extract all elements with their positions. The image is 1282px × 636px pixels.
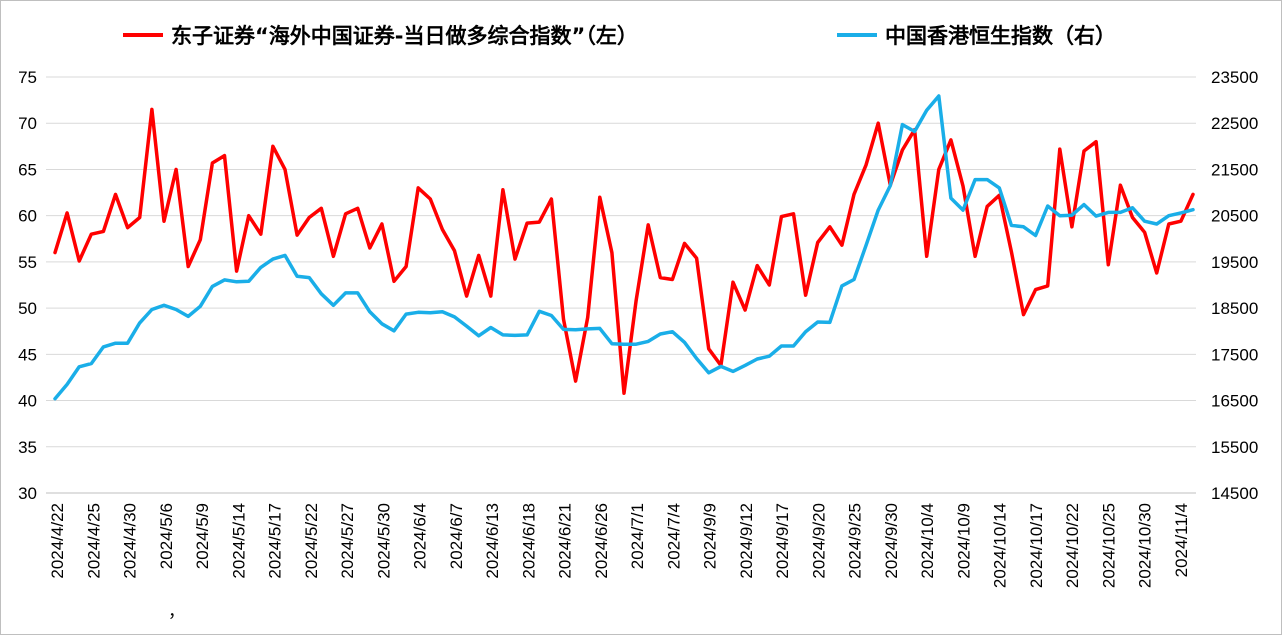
y-left-tick-label: 70 [18, 114, 37, 133]
x-tick-label: 2024/9/12 [737, 503, 756, 579]
x-tick-label: 2024/6/4 [411, 503, 430, 569]
x-tick-label: 2024/10/30 [1136, 503, 1155, 588]
x-tick-label: 2024/10/22 [1063, 503, 1082, 588]
x-tick-label: 2024/9/9 [701, 503, 720, 569]
x-tick-label: 2024/6/7 [447, 503, 466, 569]
x-tick-label: 2024/5/14 [229, 503, 248, 579]
y-left-tick-label: 45 [18, 345, 37, 364]
legend-label-hsi: 中国香港恒生指数（右） [885, 24, 1116, 48]
y-right-tick-label: 14500 [1211, 484, 1258, 503]
y-left-tick-label: 60 [18, 207, 37, 226]
y-right-tick-label: 22500 [1211, 114, 1258, 133]
left-axis: 30 35 40 45 50 55 60 65 70 75 [18, 68, 37, 503]
y-right-tick-label: 18500 [1211, 299, 1258, 318]
y-right-tick-label: 16500 [1211, 392, 1258, 411]
x-tick-label: 2024/10/17 [1027, 503, 1046, 588]
x-tick-label: 2024/10/9 [954, 503, 973, 579]
x-tick-label: 2024/5/27 [338, 503, 357, 579]
y-left-tick-label: 40 [18, 392, 37, 411]
legend-label-index: 东子证券“海外中国证券-当日做多综合指数”（左） [171, 24, 638, 48]
y-left-tick-label: 35 [18, 438, 37, 457]
y-right-tick-label: 23500 [1211, 68, 1258, 87]
x-tick-label: 2024/9/20 [809, 503, 828, 579]
x-tick-label: 2024/4/25 [84, 503, 103, 579]
x-axis: 2024/4/22 2024/4/25 2024/4/30 2024/5/6 2024/… [46, 492, 1196, 588]
y-right-tick-label: 19500 [1211, 253, 1258, 272]
x-tick-label: 2024/5/30 [374, 503, 393, 579]
series-line-index [53, 107, 1195, 395]
x-tick-label: 2024/6/13 [483, 503, 502, 579]
x-tick-label: 2024/7/1 [628, 503, 647, 569]
x-tick-label: 2024/6/26 [592, 503, 611, 579]
x-tick-label: 2024/4/22 [48, 503, 67, 579]
series-line-hsi [53, 94, 1195, 401]
y-left-tick-label: 65 [18, 160, 37, 179]
x-tick-label: 2024/7/4 [664, 503, 683, 569]
x-tick-label: 2024/5/22 [302, 503, 321, 579]
x-tick-label: 2024/6/18 [519, 503, 538, 579]
x-tick-label: 2024/5/6 [157, 503, 176, 569]
x-tick-label: 2024/5/17 [266, 503, 285, 579]
y-left-tick-label: 55 [18, 253, 37, 272]
y-right-tick-label: 15500 [1211, 438, 1258, 457]
x-tick-label: 2024/10/4 [918, 503, 937, 579]
series-layer [53, 94, 1195, 401]
x-tick-label: 2024/6/21 [556, 503, 575, 579]
y-right-tick-label: 21500 [1211, 160, 1258, 179]
y-right-tick-label: 20500 [1211, 207, 1258, 226]
x-tick-label: 2024/11/4 [1172, 503, 1191, 577]
x-tick-label: 2024/10/25 [1099, 503, 1118, 588]
y-left-tick-label: 30 [18, 484, 37, 503]
y-left-tick-label: 50 [18, 299, 37, 318]
x-tick-label: 2024/9/17 [773, 503, 792, 579]
right-axis: 14500 15500 16500 17500 18500 19500 20500 21500… [1211, 68, 1258, 503]
x-tick-label: 2024/5/9 [193, 503, 212, 569]
x-tick-label: 2024/9/30 [882, 503, 901, 579]
x-tick-label: 2024/10/14 [991, 503, 1010, 588]
x-tick-label: 2024/4/30 [121, 503, 140, 579]
x-tick-label: 2024/9/25 [846, 503, 865, 579]
y-right-tick-label: 17500 [1211, 345, 1258, 364]
legend: 东子证券“海外中国证券-当日做多综合指数”（左） 中国香港恒生指数（右） [123, 24, 1116, 48]
y-left-tick-label: 75 [18, 68, 37, 87]
stray-mark: ， [168, 602, 185, 621]
